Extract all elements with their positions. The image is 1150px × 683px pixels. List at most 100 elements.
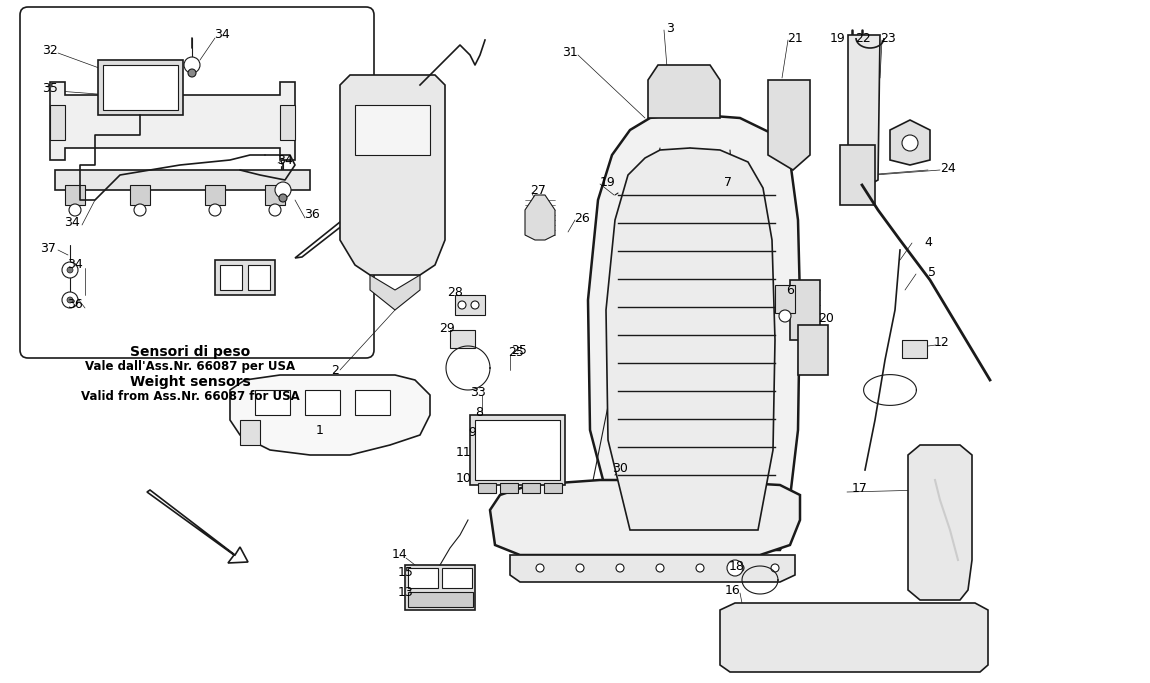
Polygon shape [490,480,800,555]
Circle shape [656,564,664,572]
Text: 23: 23 [880,31,896,44]
Polygon shape [230,375,430,455]
Text: 27: 27 [530,184,546,197]
Bar [775,285,795,313]
Polygon shape [790,280,820,340]
Text: 29: 29 [439,322,455,335]
Text: 13: 13 [398,585,414,598]
Bar [104,65,178,110]
Circle shape [279,194,288,202]
Circle shape [187,69,196,77]
Polygon shape [130,185,150,205]
Text: 1: 1 [316,423,324,436]
Text: 34: 34 [277,154,293,167]
Text: 34: 34 [64,216,79,229]
Circle shape [67,297,72,303]
Circle shape [902,135,918,151]
Circle shape [696,564,704,572]
Text: 15: 15 [398,566,414,579]
Bar [408,568,438,588]
Circle shape [62,292,78,308]
Text: 22: 22 [856,31,871,44]
Polygon shape [264,185,285,205]
Text: 34: 34 [67,258,83,272]
Text: 34: 34 [214,29,230,42]
Bar [405,565,475,610]
Text: 11: 11 [457,447,471,460]
Bar [408,592,473,607]
Text: 8: 8 [475,406,483,419]
Polygon shape [606,148,775,530]
Text: 21: 21 [787,31,803,44]
Text: 24: 24 [941,161,956,174]
Polygon shape [720,603,988,672]
Circle shape [184,57,200,73]
Circle shape [770,564,779,572]
Circle shape [69,204,81,216]
Text: 18: 18 [729,559,745,572]
Bar [215,260,275,295]
Bar [355,105,430,155]
Text: 7: 7 [724,176,733,189]
Polygon shape [509,555,795,582]
Circle shape [576,564,584,572]
Circle shape [727,560,743,576]
Bar [220,265,242,290]
Polygon shape [255,390,290,415]
Polygon shape [305,390,340,415]
Polygon shape [55,170,311,190]
Text: 3: 3 [666,21,674,35]
Bar [500,483,518,493]
Polygon shape [279,105,296,140]
Text: 32: 32 [43,44,58,57]
Text: 19: 19 [830,31,846,44]
Bar [798,325,828,375]
Polygon shape [588,115,800,550]
Polygon shape [526,195,555,240]
Polygon shape [147,490,248,563]
Text: 17: 17 [852,482,868,494]
Circle shape [269,204,281,216]
Text: 33: 33 [470,385,486,398]
Polygon shape [908,445,972,600]
Circle shape [275,182,291,198]
Text: Valid from Ass.Nr. 66087 for USA: Valid from Ass.Nr. 66087 for USA [81,390,299,403]
Circle shape [458,301,466,309]
Circle shape [135,204,146,216]
Text: 36: 36 [304,208,320,221]
Bar [475,420,560,480]
Circle shape [536,564,544,572]
Bar [544,483,562,493]
Polygon shape [66,185,85,205]
Text: 2: 2 [331,363,339,376]
Text: 26: 26 [574,212,590,225]
Circle shape [736,564,744,572]
Text: 5: 5 [928,266,936,279]
Bar [840,145,875,205]
Bar [442,568,472,588]
Polygon shape [49,105,66,140]
Text: 16: 16 [726,583,741,596]
Polygon shape [296,195,370,258]
Polygon shape [647,65,720,118]
Bar [98,60,183,115]
Polygon shape [355,390,390,415]
Text: 35: 35 [43,81,58,94]
Text: 19: 19 [600,176,616,189]
Text: 31: 31 [562,46,578,59]
Text: 37: 37 [40,242,56,255]
Text: Weight sensors: Weight sensors [130,375,251,389]
Bar [450,330,475,348]
Text: 10: 10 [457,471,471,484]
Text: 12: 12 [934,335,950,348]
Polygon shape [340,75,445,275]
Text: 9: 9 [468,426,476,438]
Circle shape [779,310,791,322]
Text: Sensori di peso: Sensori di peso [130,345,251,359]
Polygon shape [848,35,880,190]
Circle shape [209,204,221,216]
Circle shape [616,564,624,572]
Polygon shape [768,80,810,170]
Polygon shape [205,185,225,205]
Polygon shape [370,275,420,310]
